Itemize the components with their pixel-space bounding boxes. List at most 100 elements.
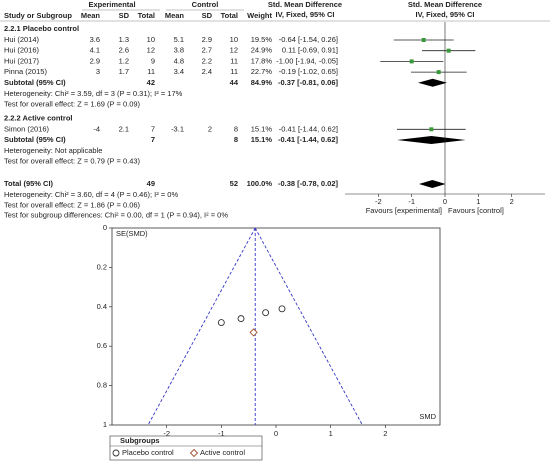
cell: 7 — [151, 124, 155, 133]
y-tick-label: 0 — [103, 223, 107, 232]
point — [429, 127, 434, 132]
x-axis-title: SMD — [419, 412, 436, 421]
cell: 42 — [147, 78, 155, 87]
cell: 1.3 — [119, 35, 129, 44]
cell: 8 — [234, 135, 238, 144]
legend-label: Placebo control — [122, 448, 174, 457]
funnel-line — [254, 227, 363, 426]
subgroup-title: 2.2.1 Placebo control — [4, 24, 79, 33]
x-tick-label: -1 — [408, 197, 415, 206]
column-header: Total — [221, 11, 238, 20]
cell: 7 — [151, 135, 155, 144]
total-name: Total (95% CI) — [4, 179, 54, 188]
x-tick-label: 0 — [274, 429, 278, 438]
favours-right: Favours [control] — [448, 206, 504, 215]
cell: 4.1 — [90, 46, 100, 55]
cell: 52 — [230, 179, 238, 188]
cell: 22.7% — [251, 67, 273, 76]
cell: 3.4 — [174, 67, 184, 76]
heterogeneity: Heterogeneity: Chi² = 3.59, df = 3 (P = … — [4, 89, 183, 98]
group-header: Experimental — [88, 0, 135, 9]
cell: 10 — [147, 35, 155, 44]
point — [237, 315, 245, 323]
cell: 3 — [96, 67, 100, 76]
point — [262, 309, 270, 317]
cell: 24.9% — [251, 46, 273, 55]
plot-header: Std. Mean Difference — [408, 0, 482, 9]
effect-subheader: IV, Fixed, 95% CI — [276, 10, 335, 19]
ci-label: -0.38 [-0.78, 0.02] — [278, 179, 339, 188]
cell: 2.4 — [202, 67, 212, 76]
point — [421, 38, 426, 42]
study-name: Hui (2014) — [4, 35, 40, 44]
cell: 11 — [230, 56, 238, 65]
cell: 84.9% — [251, 78, 273, 87]
overall-effect: Test for overall effect: Z = 0.79 (P = 0… — [4, 156, 141, 165]
cell: 2.9 — [90, 56, 100, 65]
column-header: Weight — [247, 11, 272, 20]
y-tick-label: 0.8 — [97, 381, 107, 390]
x-tick-label: 2 — [510, 197, 514, 206]
cell: 15.1% — [251, 135, 273, 144]
point — [217, 319, 225, 327]
plot-subheader: IV, Fixed, 95% CI — [416, 10, 475, 19]
note: Test for overall effect: Z = 1.86 (P = 0… — [4, 200, 141, 209]
funnel-line — [147, 227, 256, 426]
subtotal-name: Subtotal (95% CI) — [4, 78, 66, 87]
column-header: SD — [202, 11, 213, 20]
cell: 17.8% — [251, 56, 273, 65]
y-tick-label: 0.4 — [97, 302, 107, 311]
group-header: Control — [192, 0, 219, 9]
column-header: Study or Subgroup — [4, 11, 72, 20]
x-tick-label: -2 — [163, 429, 170, 438]
funnel-frame — [111, 227, 441, 426]
cell: 3.6 — [90, 35, 100, 44]
x-tick-label: 1 — [476, 197, 480, 206]
study-name: Hui (2016) — [4, 46, 40, 55]
column-header: Total — [138, 11, 155, 20]
column-header: Mean — [165, 11, 185, 20]
x-tick-label: 1 — [329, 429, 333, 438]
cell: 1.2 — [119, 56, 129, 65]
study-name: Simon (2016) — [4, 124, 50, 133]
column-header: Mean — [81, 11, 101, 20]
column-header: SD — [119, 11, 130, 20]
cell: 8 — [234, 124, 238, 133]
cell: 19.5% — [251, 35, 273, 44]
point — [446, 48, 451, 53]
cell: -3.1 — [171, 124, 184, 133]
y-tick-label: 0.6 — [97, 341, 107, 350]
ci-label: -0.19 [-1.02, 0.65] — [279, 67, 338, 76]
cell: 2.6 — [119, 46, 129, 55]
cell: 2.7 — [202, 46, 212, 55]
point — [409, 59, 414, 64]
legend-label: Active control — [200, 448, 245, 457]
cell: 12 — [230, 46, 238, 55]
cell: -4 — [93, 124, 100, 133]
cell: 10 — [230, 35, 238, 44]
point — [112, 449, 120, 457]
ci-label: 0.11 [-0.69, 0.91] — [282, 46, 338, 55]
ci-label: -0.41 [-1.44, 0.62] — [279, 124, 338, 133]
cell: 1.7 — [119, 67, 129, 76]
point — [189, 448, 199, 458]
diamond — [397, 136, 466, 144]
x-tick-label: 2 — [383, 429, 387, 438]
heterogeneity: Heterogeneity: Not applicable — [4, 146, 102, 155]
cell: 3.8 — [174, 46, 184, 55]
favours-left: Favours [experimental] — [366, 206, 442, 215]
legend-box — [109, 435, 263, 461]
cell: 12 — [147, 46, 155, 55]
cell: 2.2 — [202, 56, 212, 65]
overall-effect: Test for overall effect: Z = 1.69 (P = 0… — [4, 99, 141, 108]
subtotal-name: Subtotal (95% CI) — [4, 135, 66, 144]
note: Heterogeneity: Chi² = 3.60, df = 4 (P = … — [4, 190, 178, 199]
cell: 15.1% — [251, 124, 273, 133]
point — [278, 305, 286, 313]
study-name: Hui (2017) — [4, 56, 40, 65]
cell: 2.9 — [202, 35, 212, 44]
cell: 4.8 — [174, 56, 184, 65]
ci-label: -0.37 [-0.81, 0.06] — [278, 78, 339, 87]
note: Test for subgroup differences: Chi² = 0.… — [4, 211, 228, 220]
y-tick-label: 1 — [103, 420, 107, 429]
